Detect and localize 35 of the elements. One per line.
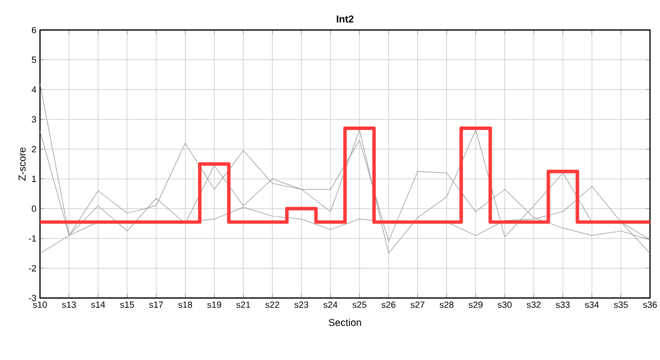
x-tick-label: s19 — [207, 302, 222, 308]
x-tick-label: s22 — [265, 302, 280, 308]
x-tick-label: s33 — [556, 302, 570, 308]
y-tick-label: 1 — [32, 176, 36, 182]
x-tick-label: s13 — [62, 302, 76, 308]
x-tick-label: s24 — [324, 302, 338, 308]
x-tick-label: s27 — [410, 302, 424, 308]
x-axis-title: Section — [328, 318, 361, 326]
y-tick-label: 4 — [32, 86, 36, 93]
x-tick-label: s30 — [498, 302, 512, 308]
x-tick-label: s10 — [33, 302, 47, 308]
y-tick-label: 5 — [32, 56, 36, 63]
y-tick-label: 3 — [32, 116, 36, 123]
x-tick-label: s32 — [526, 302, 541, 308]
x-tick-label: s25 — [352, 302, 366, 308]
chart-title: Int2 — [336, 15, 354, 23]
x-tick-label: s15 — [120, 302, 134, 308]
x-tick-label: s18 — [178, 302, 192, 308]
x-tick-label: s26 — [382, 302, 396, 308]
x-tick-label: s34 — [584, 302, 599, 308]
y-tick-label: 6 — [32, 26, 36, 34]
x-tick-label: s29 — [468, 302, 483, 308]
y-tick-label: 0 — [32, 205, 36, 212]
x-tick-label: s28 — [440, 302, 454, 308]
y-axis-title: Z-score — [18, 148, 26, 181]
x-tick-label: s35 — [614, 302, 628, 308]
x-tick-label: s14 — [91, 302, 106, 308]
x-tick-label: s36 — [643, 302, 657, 308]
x-tick-label: s21 — [236, 302, 250, 308]
x-tick-label: s23 — [294, 302, 308, 308]
x-tick-label: s17 — [149, 302, 163, 308]
y-tick-label: 2 — [32, 146, 36, 152]
y-tick-label: -1 — [28, 235, 36, 242]
y-tick-label: -2 — [28, 265, 36, 272]
y-tick-label: -3 — [28, 294, 36, 302]
